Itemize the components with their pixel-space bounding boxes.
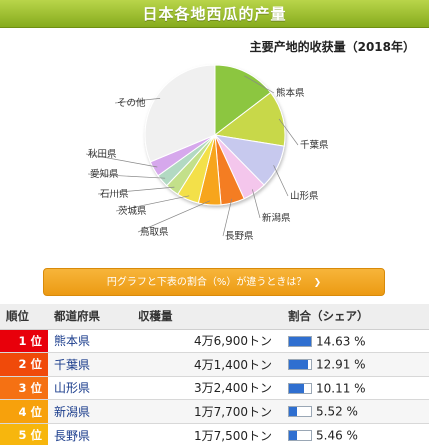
share-value: 12.91 % (316, 357, 366, 372)
header-prefecture: 都道府県 (48, 304, 132, 330)
pie-difference-help-button[interactable]: 円グラフと下表の割合（%）が違うときは？ ❯ (43, 268, 385, 296)
rank-badge: 3 位 (0, 376, 48, 401)
share-bar-fill (289, 383, 305, 393)
prefecture-link[interactable]: 千葉県 (48, 352, 132, 377)
pie-button-label: 円グラフと下表の割合（%）が違うときは？ (106, 277, 307, 288)
pie-slice (214, 64, 272, 137)
share-bar (288, 406, 312, 418)
pie-slice-label: 新潟県 (262, 212, 291, 224)
pie-leader-line (244, 75, 275, 94)
harvest-amount: 3万2,400トン (132, 376, 282, 401)
rank-badge: 2 位 (0, 352, 48, 377)
page-title: 日本各地西瓜的产量 (0, 0, 429, 28)
header-rank: 順位 (0, 304, 48, 330)
pie-slice-label: 石川県 (100, 189, 129, 200)
share-cell: 5.52 % (282, 399, 429, 424)
prefecture-link[interactable]: 山形県 (48, 376, 132, 401)
share-bar-fill (289, 407, 298, 417)
pie-leader-line (115, 195, 190, 212)
share-bar (288, 382, 312, 394)
share-bar-fill (289, 360, 309, 370)
pie-slice (144, 64, 216, 163)
prefecture-link[interactable]: 熊本県 (48, 329, 132, 354)
prefecture-link[interactable]: 新潟県 (48, 399, 132, 424)
share-value: 10.11 % (316, 381, 366, 396)
pie-slice-label: 山形県 (290, 190, 319, 202)
table-row: 1 位熊本県 4万6,900トン 14.63 % (0, 329, 429, 354)
table-row: 5 位長野県 1万7,500トン 5.46 % (0, 423, 429, 445)
table-row: 3 位山形県 3万2,400トン 10.11 % (0, 376, 429, 401)
ranking-table: 順位 都道府県 収穫量 割合（シェア） 1 位熊本県 4万6,900トン 14.63… (0, 304, 429, 445)
pie-slice-label: 鳥取県 (140, 226, 169, 238)
pie-leader-line (85, 153, 158, 168)
table-row: 4 位新潟県 1万7,700トン 5.52 % (0, 399, 429, 424)
share-cell: 10.11 % (282, 376, 429, 401)
pie-leader-line (97, 186, 175, 195)
pie-slice-label: 茨城県 (118, 205, 147, 217)
share-bar (288, 359, 312, 371)
share-bar-fill (289, 336, 311, 346)
chevron-down-icon: ❯ (313, 278, 322, 288)
prefecture-link[interactable]: 長野県 (48, 423, 132, 445)
share-bar-fill (289, 430, 298, 440)
pie-slice-label: 熊本県 (276, 87, 305, 99)
share-bar (288, 429, 312, 441)
pie-slice (213, 91, 286, 147)
table-row: 2 位千葉県 4万1,400トン 12.91 % (0, 352, 429, 377)
pie-slice-label: 長野県 (225, 231, 254, 242)
pie-leader-line (252, 189, 261, 219)
harvest-amount: 4万1,400トン (132, 352, 282, 377)
pie-leader-line (222, 198, 233, 237)
share-value: 14.63 % (316, 334, 366, 349)
rank-badge: 4 位 (0, 399, 48, 424)
share-cell: 12.91 % (282, 352, 429, 377)
share-bar (288, 335, 312, 347)
harvest-amount: 1万7,500トン (132, 423, 282, 445)
pie-leader-line (87, 173, 166, 179)
pie-leader-line (114, 98, 161, 104)
header-share: 割合（シェア） (282, 304, 429, 330)
table-header-row: 順位 都道府県 収穫量 割合（シェア） (0, 304, 429, 330)
share-value: 5.52 % (316, 404, 358, 419)
pie-leader-line (137, 200, 211, 233)
share-cell: 14.63 % (282, 329, 429, 354)
rank-badge: 5 位 (0, 423, 48, 445)
pie-leader-line (278, 118, 299, 146)
share-cell: 5.46 % (282, 423, 429, 445)
pie-slice-label: その他 (117, 97, 146, 109)
pie-slice-label: 愛知県 (90, 168, 119, 180)
chart-subtitle: 主要产地的收获量（2018年） (249, 40, 415, 54)
harvest-amount: 1万7,700トン (132, 399, 282, 424)
rank-badge: 1 位 (0, 329, 48, 354)
pie-leader-line (273, 165, 289, 197)
header-amount: 収穫量 (132, 304, 282, 330)
share-value: 5.46 % (316, 428, 358, 443)
pie-slice-label: 千葉県 (300, 139, 329, 151)
harvest-amount: 4万6,900トン (132, 329, 282, 354)
pie-slice-label: 秋田県 (88, 148, 117, 160)
